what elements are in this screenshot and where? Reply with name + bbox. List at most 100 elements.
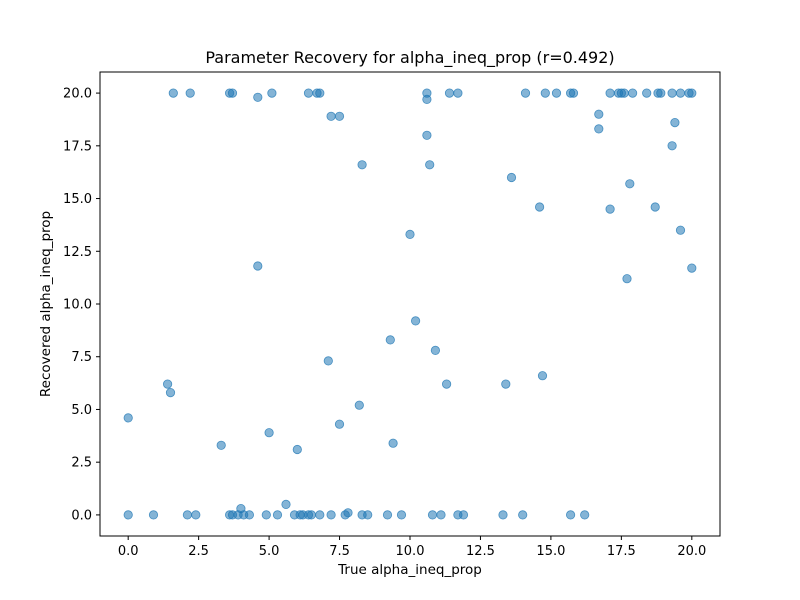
data-point-63 — [667, 88, 677, 98]
x-tick-label-4: 10.0 — [396, 544, 425, 559]
data-point-28 — [594, 124, 604, 134]
x-tick-label-8: 20.0 — [677, 544, 706, 559]
x-tick-label-5: 12.5 — [466, 544, 495, 559]
data-point-91 — [427, 510, 438, 520]
data-point-92 — [436, 510, 446, 520]
data-point-25 — [326, 111, 336, 121]
data-point-12 — [385, 335, 395, 345]
points-layer — [123, 88, 697, 520]
data-point-4 — [253, 261, 263, 271]
data-point-29 — [670, 118, 680, 128]
data-point-6 — [281, 499, 291, 509]
data-point-52 — [551, 88, 562, 98]
data-point-18 — [501, 379, 511, 389]
data-point-54 — [568, 88, 579, 98]
data-point-0 — [123, 413, 133, 423]
data-point-50 — [520, 88, 531, 98]
data-point-51 — [540, 88, 550, 98]
data-point-76 — [244, 510, 254, 520]
y-tick-label-1: 2.5 — [71, 456, 92, 471]
data-point-48 — [444, 88, 455, 98]
x-tick-label-1: 2.5 — [188, 544, 209, 559]
y-tick-label-4: 10.0 — [63, 298, 92, 313]
data-point-37 — [168, 88, 178, 98]
data-point-95 — [498, 510, 508, 520]
data-point-62 — [656, 88, 666, 98]
y-tick-label-2: 5.0 — [71, 403, 92, 418]
y-tick-label-7: 17.5 — [63, 139, 92, 154]
data-point-86 — [340, 510, 350, 520]
data-point-55 — [605, 88, 615, 98]
data-point-40 — [227, 88, 238, 98]
data-point-70 — [191, 510, 201, 520]
y-tick-label-0: 0.0 — [71, 508, 92, 523]
data-point-7 — [292, 444, 302, 455]
y-tick-label-5: 12.5 — [63, 245, 92, 260]
y-tick-label-8: 20.0 — [63, 87, 92, 102]
data-point-89 — [382, 510, 393, 520]
chart-title: Parameter Recovery for alpha_ineq_prop (… — [205, 48, 614, 68]
data-point-14 — [405, 229, 415, 239]
data-point-47 — [422, 94, 432, 105]
data-point-94 — [458, 510, 469, 520]
data-point-24 — [422, 130, 432, 140]
ticks-layer: 0.0 2.5 5.0 7.5 10.0 12.5 15.0 17.5 20.0 0.0 2.5 5.… — [63, 87, 706, 559]
data-point-3 — [216, 440, 226, 450]
data-point-58 — [619, 88, 629, 98]
x-tick-label-2: 5.0 — [259, 544, 280, 559]
data-point-20 — [537, 371, 548, 381]
data-point-96 — [518, 510, 528, 520]
data-point-9 — [334, 419, 345, 429]
data-point-2 — [165, 387, 176, 398]
data-point-41 — [253, 92, 263, 102]
data-point-66 — [687, 88, 697, 98]
data-point-11 — [354, 400, 364, 410]
data-point-23 — [425, 160, 435, 170]
x-tick-label-0: 0.0 — [118, 544, 139, 559]
data-point-8 — [323, 356, 333, 366]
data-point-17 — [441, 379, 452, 389]
y-tick-label-6: 15.0 — [63, 192, 92, 207]
data-point-68 — [148, 510, 159, 520]
x-tick-label-7: 17.5 — [607, 544, 636, 559]
data-point-26 — [334, 111, 345, 121]
data-point-27 — [594, 109, 604, 119]
data-point-15 — [410, 316, 421, 326]
data-point-97 — [565, 510, 576, 520]
data-point-83 — [306, 510, 316, 520]
data-point-64 — [675, 88, 686, 98]
x-tick-label-3: 7.5 — [329, 544, 350, 559]
data-point-84 — [315, 510, 325, 520]
plot-frame — [99, 71, 721, 537]
data-point-32 — [605, 204, 615, 214]
data-point-35 — [622, 274, 632, 284]
data-point-78 — [272, 510, 283, 520]
data-point-19 — [534, 202, 545, 212]
data-point-16 — [430, 345, 440, 355]
data-point-43 — [303, 88, 314, 98]
x-axis-label: True alpha_ineq_prop — [337, 562, 482, 578]
data-point-42 — [267, 88, 277, 98]
data-point-22 — [357, 160, 367, 170]
data-point-49 — [453, 88, 463, 98]
data-point-67 — [123, 510, 133, 520]
data-point-13 — [388, 438, 398, 448]
data-point-45 — [315, 88, 325, 98]
data-point-34 — [675, 225, 686, 235]
y-tick-label-3: 7.5 — [71, 350, 92, 365]
y-axis-label: Recovered alpha_ineq_prop — [38, 211, 54, 397]
data-point-21 — [506, 172, 517, 183]
data-point-33 — [650, 202, 660, 212]
data-point-69 — [182, 510, 192, 520]
data-point-36 — [687, 263, 697, 273]
data-point-60 — [642, 88, 652, 98]
data-point-38 — [185, 88, 195, 98]
data-point-59 — [627, 88, 638, 98]
data-point-1 — [163, 379, 173, 389]
data-point-30 — [667, 141, 677, 151]
data-point-90 — [396, 510, 407, 520]
x-tick-label-6: 15.0 — [536, 544, 565, 559]
data-point-88 — [363, 510, 373, 520]
data-point-5 — [264, 428, 274, 438]
